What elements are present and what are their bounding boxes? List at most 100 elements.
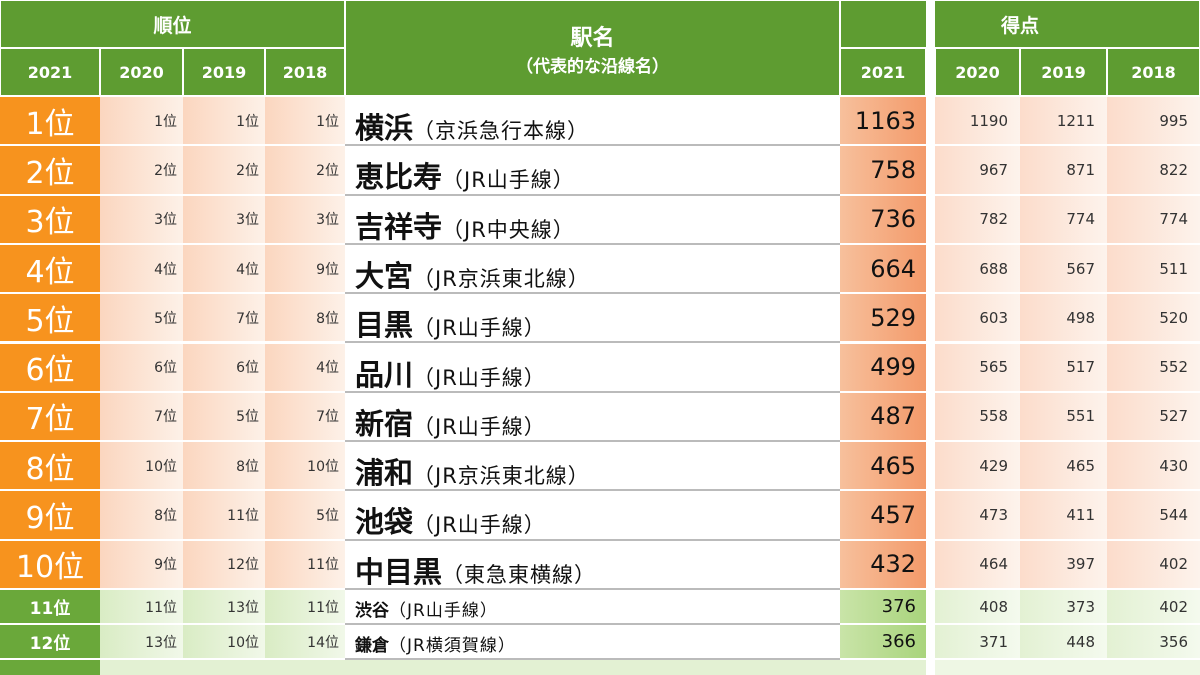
year-header: 2020 [935, 48, 1020, 96]
year-header: 2019 [1020, 48, 1107, 96]
past-score: 511 [1107, 244, 1200, 295]
score-2021: 366 [840, 625, 926, 660]
line-name: （JR山手線） [413, 513, 546, 538]
score-2021: 1163 [840, 97, 926, 147]
rank-2021: 3位 [0, 195, 100, 245]
past-rank: 11位 [265, 540, 345, 590]
past-rank: 8位 [183, 442, 265, 492]
line-name: （JR山手線） [389, 601, 498, 621]
past-score: 465 [1020, 442, 1107, 492]
year-header: 2021 [0, 48, 100, 96]
cut-row-rest [100, 660, 926, 675]
past-rank: 7位 [265, 392, 345, 443]
past-score: 603 [935, 294, 1020, 344]
rank-2021: 6位 [0, 343, 100, 393]
past-rank: 8位 [265, 294, 345, 344]
past-rank: 5位 [183, 392, 265, 443]
score-2021: 499 [840, 343, 926, 393]
past-rank: 12位 [183, 540, 265, 590]
past-score: 558 [935, 392, 1020, 443]
station-cell: 恵比寿 （JR山手線） [345, 146, 840, 196]
station-cell: 品川 （JR山手線） [345, 343, 840, 393]
past-rank: 5位 [100, 294, 183, 344]
score-header: 得点 [840, 0, 1200, 48]
rank-2021: 5位 [0, 294, 100, 344]
station-name: 浦和 [355, 456, 414, 491]
past-score: 464 [935, 540, 1020, 590]
past-rank: 11位 [183, 491, 265, 541]
past-score: 430 [1107, 442, 1200, 492]
past-score: 551 [1020, 392, 1107, 443]
past-rank: 4位 [100, 244, 183, 295]
past-score: 356 [1107, 625, 1200, 660]
past-score: 1211 [1020, 97, 1107, 147]
station-name: 横浜 [355, 111, 414, 145]
past-score: 527 [1107, 392, 1200, 443]
past-score: 544 [1107, 491, 1200, 541]
past-score: 397 [1020, 540, 1107, 590]
past-rank: 7位 [183, 294, 265, 344]
past-rank: 2位 [100, 146, 183, 196]
station-cell: 中目黒 （東急東横線） [345, 540, 840, 590]
past-score: 373 [1020, 590, 1107, 625]
past-score: 520 [1107, 294, 1200, 344]
line-name: （JR山手線） [413, 316, 546, 341]
past-rank: 11位 [265, 590, 345, 625]
score-2021: 465 [840, 442, 926, 492]
station-name: 中目黒 [355, 554, 443, 589]
past-rank: 9位 [100, 540, 183, 590]
past-rank: 14位 [265, 625, 345, 660]
score-2021: 736 [840, 195, 926, 245]
rank-header: 順位 [0, 0, 345, 48]
past-rank: 1位 [265, 97, 345, 147]
separator [926, 0, 935, 675]
station-cell: 横浜 （京浜急行本線） [345, 97, 840, 147]
past-rank: 6位 [100, 343, 183, 393]
score-2021: 529 [840, 294, 926, 344]
station-cell: 浦和 （JR京浜東北線） [345, 442, 840, 492]
cut-row-score [935, 660, 1200, 675]
past-rank: 8位 [100, 491, 183, 541]
past-score: 402 [1107, 540, 1200, 590]
past-score: 782 [935, 195, 1020, 245]
score-2021: 376 [840, 590, 926, 625]
station-name: 大宮 [355, 258, 414, 293]
past-score: 774 [1020, 195, 1107, 245]
past-score: 565 [935, 343, 1020, 393]
past-rank: 10位 [100, 442, 183, 492]
year-header: 2021 [840, 48, 926, 96]
past-rank: 13位 [183, 590, 265, 625]
station-cell: 新宿 （JR山手線） [345, 392, 840, 443]
station-header: 駅名 （代表的な沿線名） [345, 0, 840, 96]
past-rank: 1位 [100, 97, 183, 147]
rank-2021: 4位 [0, 244, 100, 295]
past-rank: 9位 [265, 244, 345, 295]
station-name: 吉祥寺 [355, 209, 443, 244]
past-score: 371 [935, 625, 1020, 660]
station-name: 鎌倉 [355, 636, 389, 656]
line-name: （京浜急行本線） [413, 119, 590, 143]
past-score: 552 [1107, 343, 1200, 393]
past-rank: 10位 [183, 625, 265, 660]
rank-2021: 11位 [0, 590, 100, 625]
line-name: （JR京浜東北線） [413, 464, 590, 489]
station-name: 池袋 [355, 505, 414, 540]
past-score: 517 [1020, 343, 1107, 393]
rank-2021: 8位 [0, 442, 100, 492]
line-name: （JR京浜東北線） [413, 266, 590, 291]
past-score: 473 [935, 491, 1020, 541]
past-rank: 3位 [265, 195, 345, 245]
past-score: 498 [1020, 294, 1107, 344]
station-cell: 目黒 （JR山手線） [345, 294, 840, 344]
line-name: （JR中央線） [442, 217, 575, 242]
station-cell: 大宮 （JR京浜東北線） [345, 244, 840, 295]
past-score: 448 [1020, 625, 1107, 660]
line-name: （JR山手線） [442, 168, 575, 193]
past-rank: 4位 [265, 343, 345, 393]
past-rank: 11位 [100, 590, 183, 625]
year-header: 2019 [183, 48, 265, 96]
past-rank: 1位 [183, 97, 265, 147]
past-score: 567 [1020, 244, 1107, 295]
score-2021: 432 [840, 540, 926, 590]
